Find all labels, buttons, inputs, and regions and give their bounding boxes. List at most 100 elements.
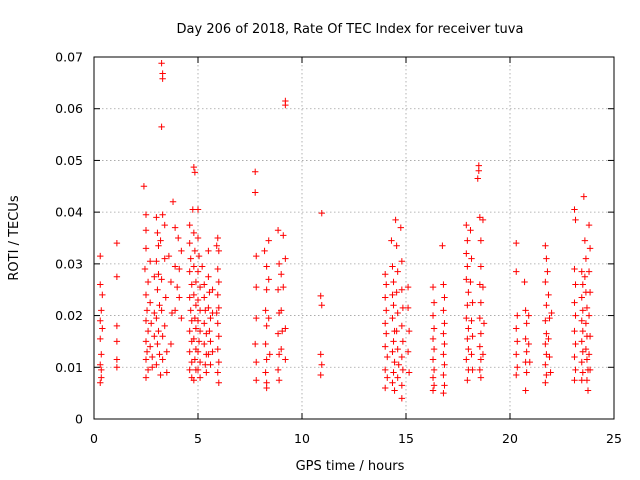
- data-point: [585, 268, 593, 275]
- data-point: [464, 377, 471, 384]
- data-point: [547, 369, 554, 376]
- data-point: [192, 278, 200, 286]
- data-point: [584, 387, 592, 394]
- data-point: [194, 268, 202, 275]
- data-point: [389, 291, 396, 299]
- data-point: [195, 252, 203, 260]
- data-point: [513, 325, 520, 332]
- data-point: [97, 361, 104, 368]
- data-point: [477, 330, 485, 337]
- data-point: [149, 353, 156, 361]
- data-point: [475, 167, 482, 174]
- data-point: [585, 312, 593, 319]
- data-point: [214, 265, 221, 273]
- data-point: [479, 351, 487, 358]
- data-point: [585, 351, 593, 358]
- data-point: [280, 232, 287, 239]
- data-point: [205, 351, 212, 358]
- data-point: [196, 327, 204, 335]
- data-point: [468, 255, 475, 262]
- data-point: [467, 227, 474, 234]
- data-point: [252, 340, 259, 348]
- data-point: [397, 224, 404, 231]
- data-point: [155, 327, 162, 335]
- data-point: [394, 268, 401, 275]
- data-point: [113, 364, 121, 371]
- data-point: [278, 271, 285, 278]
- data-point: [97, 379, 104, 386]
- data-point: [253, 252, 260, 260]
- data-point: [201, 320, 208, 327]
- data-point: [580, 193, 588, 200]
- data-point: [98, 307, 105, 314]
- data-point: [274, 366, 282, 374]
- data-point: [383, 330, 390, 337]
- data-point: [464, 335, 471, 343]
- data-point: [514, 338, 521, 345]
- data-point: [463, 314, 470, 322]
- data-point: [253, 358, 260, 366]
- data-point: [192, 325, 200, 332]
- data-point: [581, 237, 589, 244]
- data-point: [586, 245, 594, 252]
- data-point: [440, 281, 447, 288]
- data-point: [144, 327, 152, 335]
- data-point: [205, 273, 212, 280]
- data-point: [514, 364, 521, 371]
- data-point: [207, 361, 214, 368]
- data-point: [278, 307, 285, 314]
- data-point: [215, 247, 222, 255]
- data-point: [546, 353, 553, 361]
- data-point: [196, 283, 204, 291]
- data-point: [542, 278, 549, 286]
- data-point: [190, 377, 198, 384]
- data-point: [143, 348, 151, 355]
- data-point: [464, 237, 471, 244]
- data-point: [578, 317, 585, 324]
- data-point: [146, 343, 154, 350]
- data-point: [158, 307, 165, 314]
- data-point: [214, 234, 221, 242]
- data-point: [542, 361, 549, 368]
- data-point: [209, 348, 216, 355]
- x-tick-label: 10: [294, 431, 310, 446]
- data-point: [477, 356, 485, 363]
- data-point: [174, 283, 181, 291]
- data-point: [113, 273, 121, 280]
- data-point: [464, 263, 471, 270]
- data-point: [146, 299, 154, 306]
- y-tick-label: 0.05: [55, 153, 83, 168]
- data-point: [253, 314, 260, 322]
- data-point: [156, 351, 163, 358]
- y-tick-label: 0.03: [55, 256, 83, 271]
- data-point: [525, 340, 532, 348]
- data-point: [98, 366, 105, 374]
- data-point: [543, 302, 550, 309]
- data-point: [405, 369, 413, 376]
- y-tick-label: 0.01: [55, 360, 83, 375]
- data-point: [214, 291, 221, 299]
- data-point: [282, 356, 289, 363]
- data-point: [162, 294, 169, 301]
- data-point: [463, 356, 470, 363]
- data-point: [140, 183, 148, 190]
- data-point: [582, 320, 590, 327]
- y-axis-label: ROTI / TECUs: [7, 195, 22, 280]
- y-tick-label: 0.04: [55, 205, 83, 220]
- data-point: [206, 327, 213, 335]
- data-point: [263, 384, 270, 392]
- data-point: [474, 175, 481, 182]
- data-point: [571, 265, 578, 273]
- data-point: [252, 189, 259, 196]
- data-point: [194, 317, 202, 324]
- data-point: [263, 356, 270, 363]
- data-point: [578, 338, 585, 345]
- data-point: [275, 377, 283, 384]
- data-point: [571, 353, 578, 361]
- data-point: [513, 371, 520, 379]
- data-point: [399, 338, 407, 345]
- data-point: [97, 281, 104, 288]
- data-point: [151, 273, 158, 280]
- data-point: [578, 358, 585, 366]
- data-point: [97, 335, 104, 343]
